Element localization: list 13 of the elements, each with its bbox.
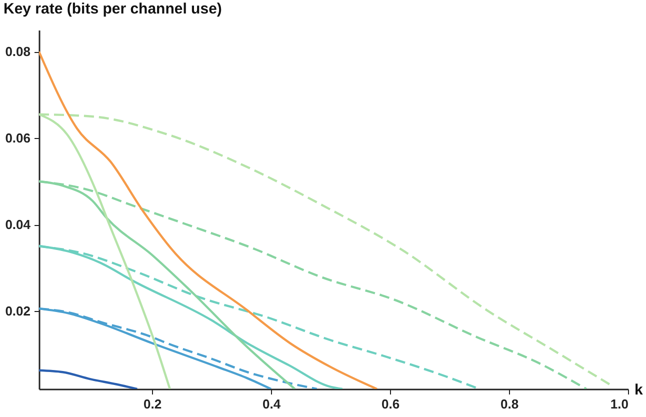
- x-tick-label: 0.4: [262, 396, 282, 412]
- y-tick-label: 0.02: [5, 304, 30, 319]
- y-tick-label: 0.04: [5, 217, 32, 232]
- y-axis-title: Key rate (bits per channel use): [4, 0, 222, 18]
- x-tick-label: 1.0: [610, 396, 628, 412]
- y-tick-label: 0.06: [5, 130, 30, 146]
- x-tick-label: 0.8: [500, 396, 519, 412]
- x-tick-label: 0.6: [381, 396, 400, 412]
- x-axis-title: k: [634, 382, 644, 398]
- line-series: [39, 50, 378, 389]
- x-tick-label: 0.2: [144, 396, 162, 412]
- line-series: [39, 369, 138, 389]
- y-tick-label: 0.08: [5, 44, 30, 60]
